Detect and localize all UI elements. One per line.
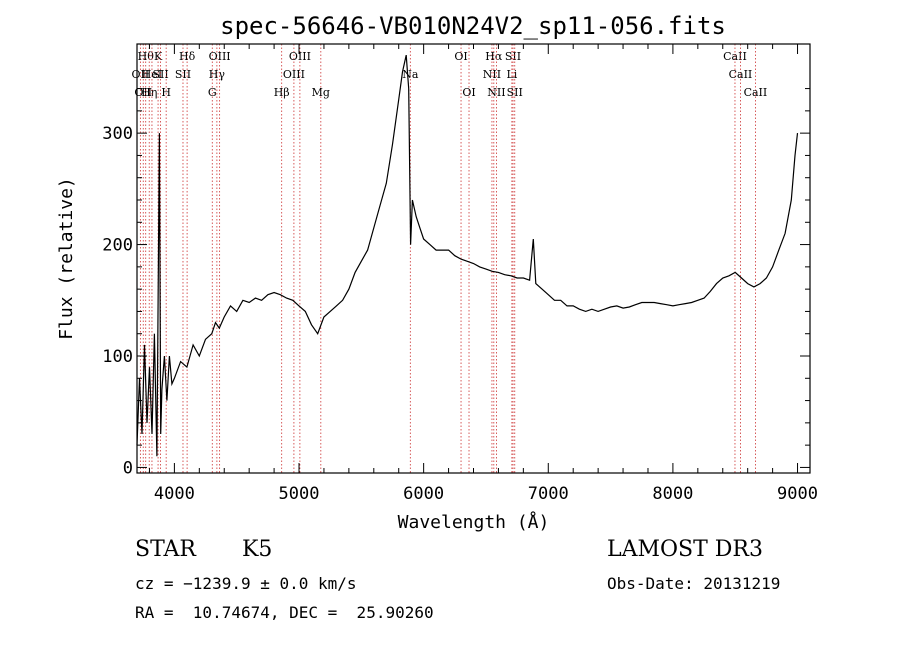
marker-label-16: Mg <box>312 86 330 99</box>
coordinates: RA = 10.74674, DEC = 25.90260 <box>135 603 434 622</box>
observation-date: Obs-Date: 20131219 <box>607 574 781 593</box>
marker-label-12: OIII <box>209 50 231 63</box>
x-tick-label-9000: 9000 <box>777 484 818 504</box>
y-tick-label-0: 0 <box>123 458 133 478</box>
spectral-line-markers: OII OII Hθ Hη HeI K SII H SII Hδ G Hγ OIII Hβ OIII OIII… <box>132 44 768 473</box>
axis-ticks: 4000 5000 6000 7000 8000 9000 0 100 200 300 <box>102 44 818 504</box>
marker-label-19: OI <box>462 86 475 99</box>
marker-label-9: Hδ <box>179 50 196 63</box>
x-tick-label-6000: 6000 <box>403 484 444 504</box>
marker-label-28: CaII <box>744 86 768 99</box>
marker-label-20: NII <box>483 68 501 81</box>
spectrum-series-line <box>136 54 799 457</box>
x-tick-label-4000: 4000 <box>154 484 195 504</box>
x-axis-label: Wavelength (Å) <box>398 511 550 533</box>
y-tick-label-300: 300 <box>102 124 133 144</box>
survey-name: LAMOST DR3 <box>607 537 763 562</box>
marker-label-22: NII <box>487 86 505 99</box>
redshift-velocity: cz = −1239.9 ± 0.0 km/s <box>135 574 357 593</box>
marker-label-26: CaII <box>723 50 747 63</box>
object-subclass: K5 <box>242 537 273 562</box>
marker-label-7: H <box>161 86 171 99</box>
x-tick-label-8000: 8000 <box>652 484 693 504</box>
marker-label-23: Li <box>506 68 517 81</box>
chart-title: spec-56646-VB010N24V2_sp11-056.fits <box>220 12 726 40</box>
marker-label-6: SII <box>152 68 168 81</box>
marker-label-11: Hγ <box>209 68 226 81</box>
marker-label-5: K <box>154 50 163 63</box>
marker-label-21: Hα <box>485 50 503 63</box>
marker-label-18: OI <box>454 50 467 63</box>
marker-label-2: Hθ <box>138 50 155 63</box>
y-axis-label: Flux (relative) <box>56 177 77 340</box>
marker-label-0: OII <box>132 68 150 81</box>
x-tick-label-7000: 7000 <box>528 484 569 504</box>
marker-label-17: Na <box>402 68 419 81</box>
marker-label-27: CaII <box>729 68 753 81</box>
x-tick-label-5000: 5000 <box>279 484 320 504</box>
plot-frame <box>136 43 811 474</box>
marker-label-14: OIII <box>283 68 305 81</box>
marker-label-1: OII <box>134 86 152 99</box>
y-tick-label-200: 200 <box>102 236 133 256</box>
marker-label-10: G <box>208 86 217 99</box>
marker-label-4: HeI <box>142 68 162 81</box>
marker-label-3: Hη <box>141 86 157 99</box>
marker-label-25: SII <box>507 86 523 99</box>
marker-label-24: SII <box>505 50 521 63</box>
marker-label-8: SII <box>175 68 191 81</box>
marker-label-13: Hβ <box>274 86 290 99</box>
y-tick-label-100: 100 <box>102 347 133 367</box>
object-class: STAR <box>135 537 196 562</box>
marker-label-15: OIII <box>289 50 311 63</box>
